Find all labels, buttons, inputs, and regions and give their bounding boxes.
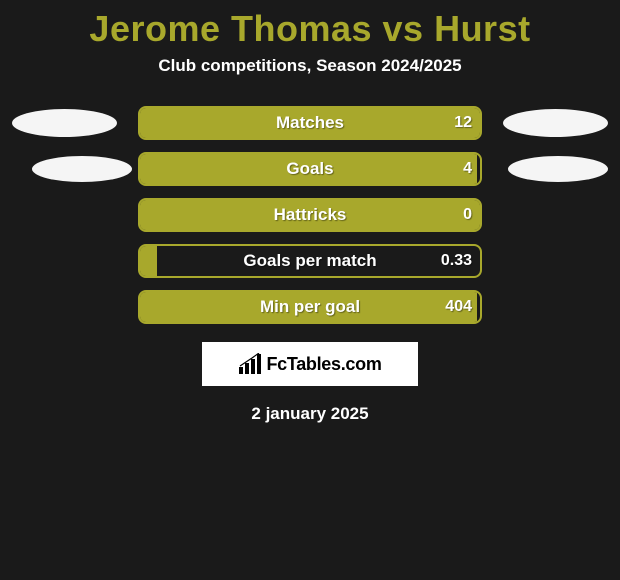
bar-track: Min per goal 404 [138,290,482,324]
stat-label: Goals [286,159,333,179]
stat-row: Min per goal 404 [10,284,610,330]
stat-row: Goals per match 0.33 [10,238,610,284]
stat-row: Hattricks 0 [10,192,610,238]
page-title: Jerome Thomas vs Hurst [0,0,620,56]
stat-value: 0 [463,206,472,224]
stat-value: 4 [463,160,472,178]
stat-row: Goals 4 [10,146,610,192]
logo-inner: FcTables.com [238,353,381,375]
chart-area: Matches 12 Goals 4 Hattricks 0 [0,100,620,330]
stat-label: Min per goal [260,297,360,317]
player-avatar-left [12,109,117,137]
stat-value: 12 [454,114,472,132]
logo-text: FcTables.com [266,354,381,375]
player-avatar-right [503,109,608,137]
stat-label: Matches [276,113,344,133]
stat-value: 0.33 [441,252,472,270]
subtitle: Club competitions, Season 2024/2025 [0,56,620,100]
stat-label: Goals per match [243,251,376,271]
bar-track: Hattricks 0 [138,198,482,232]
stat-row: Matches 12 [10,100,610,146]
brand-logo[interactable]: FcTables.com [202,342,418,386]
stat-label: Hattricks [274,205,347,225]
bar-fill [140,246,157,276]
player-avatar-right [508,156,608,182]
bar-track: Goals 4 [138,152,482,186]
date-label: 2 january 2025 [0,404,620,424]
comparison-infographic: Jerome Thomas vs Hurst Club competitions… [0,0,620,424]
bar-track: Goals per match 0.33 [138,244,482,278]
stat-value: 404 [445,298,472,316]
player-avatar-left [32,156,132,182]
bars-icon [238,353,262,375]
bar-track: Matches 12 [138,106,482,140]
